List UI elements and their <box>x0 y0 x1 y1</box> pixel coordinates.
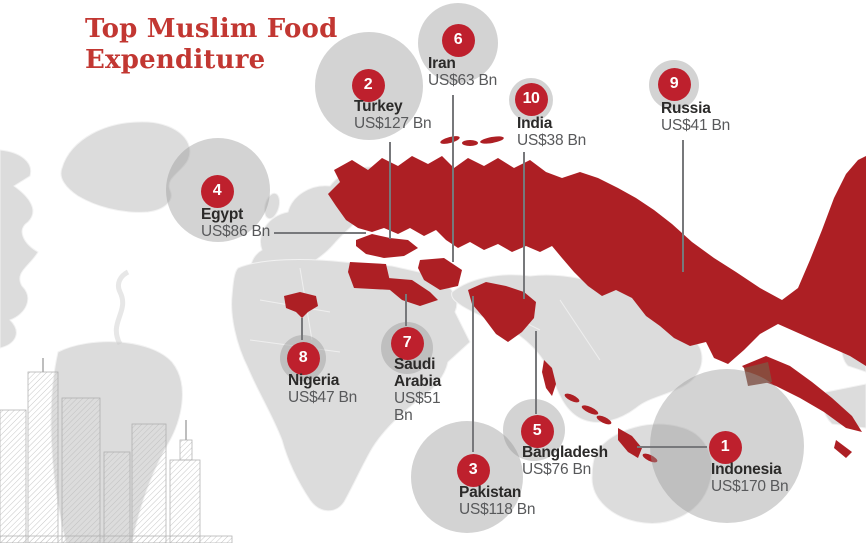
rank-badge-turkey: 2 <box>351 68 385 102</box>
country-name: Turkey <box>354 98 403 115</box>
map-island-2 <box>581 405 599 415</box>
map-british-isles <box>263 192 281 220</box>
rank-badge-india: 10 <box>514 82 548 116</box>
rank-badge-pakistan: 3 <box>456 453 490 487</box>
country-label-india: India US$38 Bn <box>517 115 586 149</box>
map-island-1 <box>564 393 580 403</box>
connector-line-saudi-arabia <box>405 294 407 326</box>
country-value: US$51 Bn <box>394 390 441 425</box>
country-name: Indonesia <box>711 461 782 478</box>
map-india <box>468 282 536 342</box>
city-sketch-illustration <box>0 269 233 543</box>
country-label-egypt: Egypt US$86 Bn <box>201 206 270 240</box>
country-value: US$170 Bn <box>711 478 789 496</box>
country-value: US$47 Bn <box>288 389 358 407</box>
map-sumatra <box>618 428 642 458</box>
map-arctic-island-2 <box>462 140 478 146</box>
map-north-america <box>0 149 39 349</box>
rank-badge-iran: 6 <box>441 23 475 57</box>
country-label-saudi-arabia: Saudi Arabia US$51 Bn <box>394 356 456 424</box>
map-egypt <box>348 262 392 290</box>
connector-line-bangladesh <box>535 331 537 414</box>
map-arctic-island-3 <box>480 136 504 144</box>
map-bangladesh-myanmar <box>542 360 556 396</box>
country-name: Russia <box>661 100 711 117</box>
rank-badge-nigeria: 8 <box>286 341 320 375</box>
map-arctic-island-1 <box>440 136 460 144</box>
map-island-3 <box>596 415 612 425</box>
country-label-indonesia: Indonesia US$170 Bn <box>711 461 789 496</box>
country-name: Saudi Arabia <box>394 356 442 391</box>
connector-line-russia <box>682 140 684 272</box>
country-name: Pakistan <box>459 484 522 501</box>
connector-line-indonesia <box>637 446 707 448</box>
chart-title-line1: Top Muslim Food <box>85 14 338 44</box>
country-name: Egypt <box>201 206 244 223</box>
map-saudi-arabia <box>388 278 438 306</box>
connector-line-iran <box>452 95 454 262</box>
country-label-nigeria: Nigeria US$47 Bn <box>288 372 357 406</box>
chart-title: Top Muslim Food Expenditure <box>85 14 337 76</box>
map-east-archipelago <box>742 356 862 432</box>
connector-line-egypt <box>274 232 366 234</box>
connector-line-pakistan <box>472 296 474 452</box>
country-value: US$118 Bn <box>459 501 536 519</box>
map-island-4 <box>642 453 658 463</box>
map-turkey <box>356 234 418 258</box>
map-russia-band <box>328 156 866 366</box>
country-value: US$76 Bn <box>522 461 592 479</box>
connector-line-turkey <box>389 142 391 239</box>
country-value: US$127 Bn <box>354 115 432 133</box>
rank-badge-saudi-arabia: 7 <box>390 326 424 360</box>
map-nigeria <box>284 292 318 318</box>
rank-badge-russia: 9 <box>657 67 691 101</box>
chart-title-line2: Expenditure <box>85 45 266 76</box>
rank-badge-indonesia: 1 <box>708 430 742 464</box>
country-value: US$41 Bn <box>661 117 731 135</box>
country-label-russia: Russia US$41 Bn <box>661 100 730 134</box>
country-label-bangladesh: Bangladesh US$76 Bn <box>522 444 608 478</box>
highlighted-muslim-countries <box>284 136 866 463</box>
rank-badge-bangladesh: 5 <box>520 414 554 448</box>
country-value: US$63 Bn <box>428 72 498 90</box>
rank-badge-egypt: 4 <box>200 174 234 208</box>
connector-line-nigeria <box>301 318 303 340</box>
country-label-pakistan: Pakistan US$118 Bn <box>459 484 536 519</box>
map-greenland <box>60 121 191 213</box>
map-australia <box>591 423 713 524</box>
map-east-island <box>834 440 852 458</box>
country-label-iran: Iran US$63 Bn <box>428 55 497 89</box>
country-name: Iran <box>428 55 456 72</box>
country-value: US$38 Bn <box>517 132 587 150</box>
country-value: US$86 Bn <box>201 223 271 241</box>
country-name: India <box>517 115 553 132</box>
country-label-turkey: Turkey US$127 Bn <box>354 98 432 133</box>
map-iran <box>418 258 462 290</box>
country-name: Bangladesh <box>522 444 608 461</box>
connector-line-india <box>523 152 525 299</box>
country-name: Nigeria <box>288 372 340 389</box>
map-brown-patch <box>744 362 772 386</box>
